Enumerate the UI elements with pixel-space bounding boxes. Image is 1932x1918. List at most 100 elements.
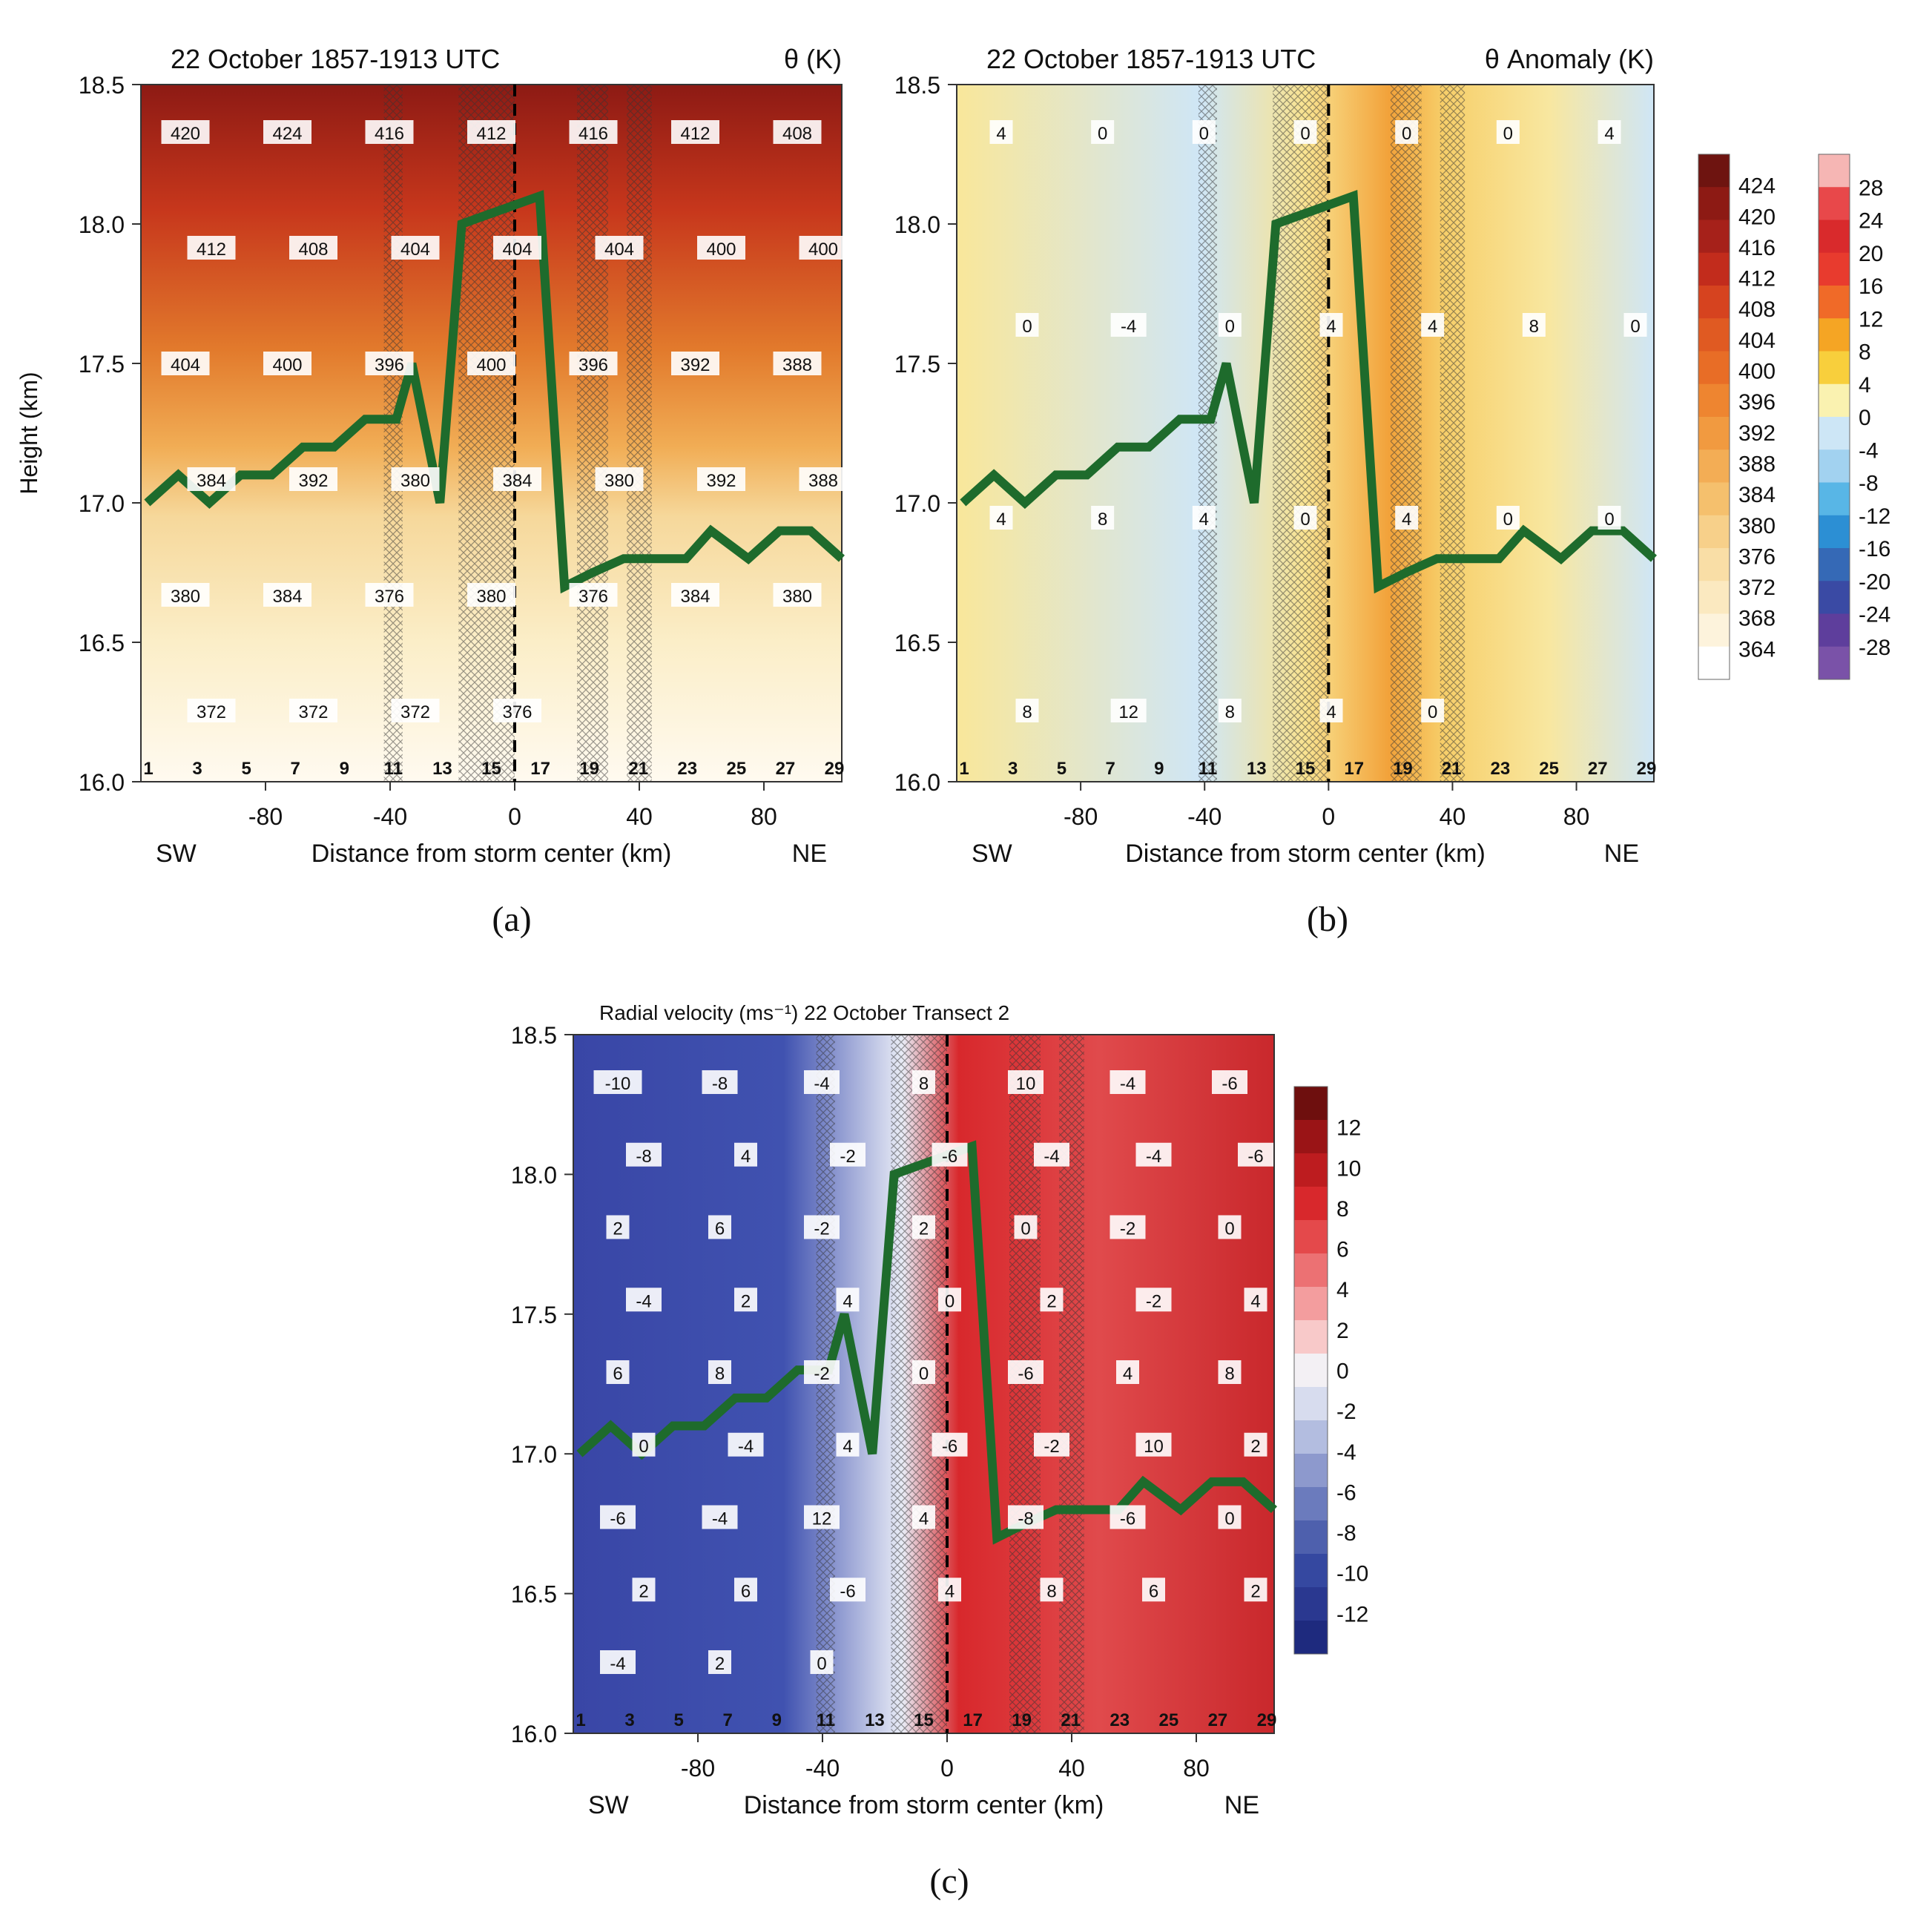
contour-label-box <box>632 1432 656 1457</box>
colorbar-segment <box>1698 482 1730 516</box>
contour-label-text: -4 <box>1120 1074 1135 1094</box>
colorbar-label: 416 <box>1738 236 1776 260</box>
contour-label-text: -2 <box>1146 1291 1161 1311</box>
x-right-direction: NE <box>1224 1791 1259 1819</box>
colorbar-segment <box>1819 383 1850 418</box>
contour-label-box <box>1040 1578 1064 1602</box>
contour-label-text: 0 <box>1021 1219 1030 1239</box>
x-right-direction: NE <box>792 840 827 868</box>
colorbar-segment <box>1294 1087 1328 1121</box>
contour-label: 0 <box>1015 313 1039 337</box>
y-tick-label: 18.5 <box>511 1022 557 1049</box>
colorbar-segment <box>1819 548 1850 581</box>
contour-label-text: -2 <box>814 1364 829 1384</box>
contour-label-box <box>187 236 236 260</box>
contour-label: -2 <box>1110 1215 1146 1239</box>
contour-label-text: 4 <box>1326 317 1336 337</box>
colorbar-label: -2 <box>1336 1400 1356 1424</box>
colorbar-segment <box>1294 1387 1328 1421</box>
contour-label: 392 <box>697 467 745 491</box>
contour-label-text: 384 <box>272 587 302 607</box>
contour-label-text: -8 <box>1018 1509 1033 1529</box>
column-number: 25 <box>727 759 747 779</box>
column-number: 21 <box>1061 1710 1081 1730</box>
contour-label-box <box>1008 1505 1044 1529</box>
colorbar-segment <box>1819 449 1850 483</box>
contour-label-box <box>1293 506 1317 530</box>
column-number: 15 <box>1296 759 1316 779</box>
hatch-column <box>627 85 652 782</box>
colorbar-label: 2 <box>1336 1319 1349 1343</box>
contour-label-text: 412 <box>476 124 506 144</box>
column-number: 19 <box>1393 759 1413 779</box>
contour-label-text: 404 <box>604 240 634 260</box>
contour-label: 0 <box>1218 1215 1242 1239</box>
contour-label: 372 <box>187 699 236 722</box>
column-number: 27 <box>776 759 796 779</box>
column-number: 11 <box>1199 759 1217 779</box>
contour-label-text: 4 <box>996 510 1006 530</box>
contour-label-box <box>1008 1360 1044 1384</box>
contour-label-box <box>1218 1505 1242 1529</box>
colorbar-segment <box>1819 286 1850 319</box>
contour-label-text: 408 <box>782 124 812 144</box>
contour-label: -8 <box>1008 1505 1044 1529</box>
x-tick-label: 80 <box>1563 803 1590 830</box>
contour-label: -4 <box>1110 313 1147 337</box>
colorbar-label: 0 <box>1336 1360 1349 1384</box>
y-tick-label: 17.0 <box>894 490 940 517</box>
colorbar-segment <box>1294 1220 1328 1254</box>
hatch-column <box>1440 85 1466 782</box>
column-number: 21 <box>628 759 648 779</box>
contour-label-text: -4 <box>1146 1147 1161 1167</box>
column-number: 13 <box>432 759 452 779</box>
colorbar-segment <box>1698 417 1730 450</box>
contour-label: 400 <box>697 236 745 260</box>
contour-label: 4 <box>1319 313 1343 337</box>
contour-label-text: 4 <box>1326 702 1336 722</box>
contour-label-text: 2 <box>715 1654 725 1674</box>
y-tick-label: 18.0 <box>79 211 125 238</box>
contour-label-box <box>912 1215 935 1239</box>
contour-label: 8 <box>1218 1360 1242 1384</box>
contour-label: 0 <box>912 1360 935 1384</box>
colorbar-label: 388 <box>1738 452 1776 476</box>
contour-label-text: 392 <box>706 471 736 491</box>
contour-label-box <box>804 1215 840 1239</box>
contour-label-text: 4 <box>741 1147 751 1167</box>
column-number: 23 <box>1110 1710 1130 1730</box>
colorbar-frame <box>1293 1086 1328 1655</box>
contour-label: 0 <box>1091 120 1115 144</box>
colorbar-segment <box>1819 613 1850 647</box>
contour-label: 380 <box>595 467 644 491</box>
contour-label: 4 <box>836 1432 860 1457</box>
contour-label-box <box>830 1578 866 1602</box>
colorbar-label: 0 <box>1859 406 1871 430</box>
y-tick-label: 16.0 <box>894 769 940 796</box>
contour-label-text: 10 <box>1016 1074 1036 1094</box>
colorbar-label: -20 <box>1859 570 1890 594</box>
colorbar-label: 16 <box>1859 274 1883 299</box>
contour-label: 384 <box>263 583 311 607</box>
contour-label-text: -10 <box>605 1074 631 1094</box>
colorbar-segment <box>1698 548 1730 581</box>
contour-label: 2 <box>708 1650 731 1674</box>
colorbar-label: 400 <box>1738 360 1776 384</box>
contour-label-box <box>1496 506 1520 530</box>
contour-label: 4 <box>989 120 1013 144</box>
x-tick-label: 80 <box>1183 1755 1210 1782</box>
cloud-top-line <box>144 190 845 594</box>
column-number: 17 <box>530 759 550 779</box>
contour-label: 8 <box>1040 1578 1064 1602</box>
panel-c: 16.016.517.017.518.018.5-80 -40 0 40 801 3 5 7 9… <box>511 1001 1278 1901</box>
contour-label-text: 10 <box>1144 1437 1164 1457</box>
contour-label: 8 <box>1091 506 1115 530</box>
contour-label: -4 <box>626 1288 662 1312</box>
contour-label: 6 <box>708 1215 731 1239</box>
contour-label-box <box>773 120 822 144</box>
contour-label: 0 <box>810 1650 834 1674</box>
contour-label-box <box>1091 506 1115 530</box>
contour-label: -6 <box>1212 1070 1247 1094</box>
contour-label-box <box>593 1070 642 1094</box>
contour-label-box <box>671 120 719 144</box>
